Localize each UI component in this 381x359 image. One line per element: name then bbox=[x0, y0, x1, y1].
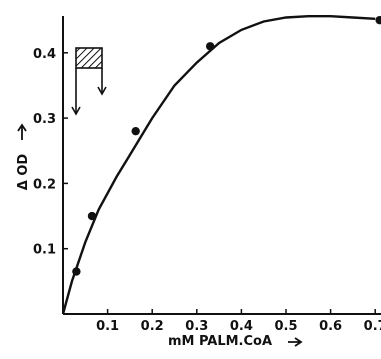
x-axis-title: mM PALM.CoA bbox=[168, 334, 272, 349]
data-points bbox=[72, 15, 381, 276]
y-tick-label: 0.2 bbox=[33, 177, 56, 192]
y-axis-title: Δ OD bbox=[16, 154, 31, 191]
x-axis-arrow-icon bbox=[288, 337, 303, 347]
x-tick-label: 0.1 bbox=[96, 319, 119, 334]
x-tick-label: 0.5 bbox=[274, 319, 297, 334]
x-tick-label: 0.6 bbox=[319, 319, 342, 334]
x-tick-label: 0.7 bbox=[364, 319, 381, 334]
data-point bbox=[375, 15, 381, 25]
x-tick-label: 0.2 bbox=[141, 319, 164, 334]
data-point bbox=[72, 267, 81, 276]
y-ticks: 0.1 0.2 0.3 0.4 bbox=[33, 47, 68, 258]
y-tick-label: 0.4 bbox=[33, 47, 56, 62]
data-point bbox=[205, 42, 215, 51]
data-point bbox=[131, 126, 140, 136]
inset-hatched-bar-icon bbox=[71, 47, 107, 116]
data-point bbox=[87, 211, 97, 221]
fit-curve bbox=[61, 15, 376, 315]
x-ticks: 0.1 0.2 0.3 0.4 0.5 0.6 0.7 bbox=[96, 309, 381, 334]
y-axis-arrow-icon bbox=[17, 123, 27, 140]
y-tick-label: 0.1 bbox=[33, 243, 56, 258]
y-tick-label: 0.3 bbox=[33, 112, 56, 127]
x-tick-label: 0.4 bbox=[230, 319, 253, 334]
x-tick-label: 0.3 bbox=[185, 319, 208, 334]
